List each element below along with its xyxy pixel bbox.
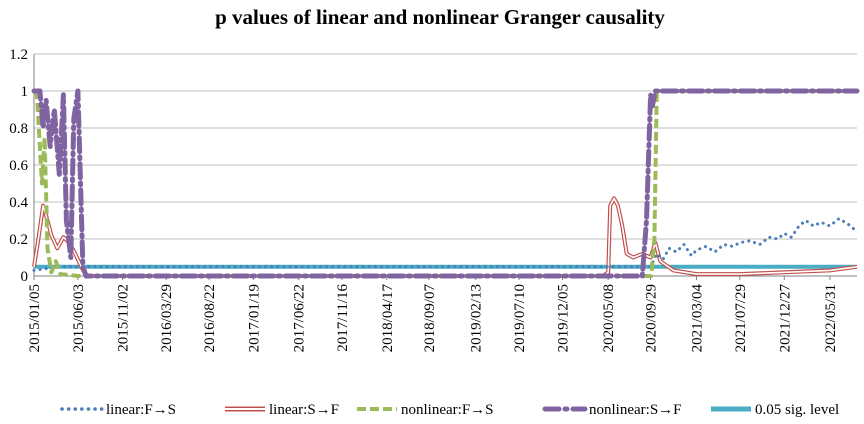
legend-label: linear:S→F — [269, 402, 339, 418]
y-tick-label: 0.2 — [9, 232, 28, 248]
legend-label: nonlinear:S→F — [589, 402, 682, 418]
x-tick-label: 2017/11/16 — [335, 284, 351, 352]
series-linear-s-f-line-inner — [33, 197, 858, 277]
x-tick-label: 2020/05/08 — [601, 284, 617, 352]
x-tick-label: 2021/07/29 — [733, 284, 749, 352]
y-tick-label: 0.4 — [9, 195, 28, 211]
x-tick-label: 2017/01/19 — [246, 284, 262, 352]
series-nonlinear-f-s-line — [32, 89, 857, 278]
x-tick-label: 2019/02/13 — [469, 284, 485, 352]
legend-item: nonlinear:F→S — [357, 402, 494, 418]
series-nonlinear-s-f-line — [31, 88, 860, 279]
y-tick-label: 1 — [21, 84, 29, 100]
x-tick-label: 2015/11/02 — [116, 284, 132, 352]
x-tick-label: 2019/12/05 — [556, 284, 572, 352]
x-tick-label: 2021/03/04 — [690, 284, 706, 353]
gridlines — [33, 53, 857, 277]
y-axis: 0 0.2 0.4 0.6 0.8 1 1.2 — [9, 47, 28, 285]
legend-item: linear:S→F — [225, 402, 339, 418]
x-tick-label: 2017/06/22 — [292, 284, 308, 352]
chart-title: p values of linear and nonlinear Granger… — [215, 5, 665, 29]
plot-area — [31, 88, 860, 279]
x-tick-label: 2018/04/17 — [380, 284, 396, 353]
y-tick-label: 0.8 — [9, 121, 28, 137]
x-tick-label: 2015/01/05 — [27, 284, 43, 352]
x-tick-label: 2019/07/10 — [512, 284, 528, 352]
x-tick-label: 2022/05/31 — [823, 284, 839, 352]
legend-item: linear:F→S — [60, 402, 176, 418]
x-tick-label: 2015/06/03 — [71, 284, 87, 352]
legend-item: nonlinear:S→F — [542, 402, 682, 418]
legend-label: 0.05 sig. level — [755, 402, 839, 418]
y-tick-label: 1.2 — [9, 47, 28, 63]
y-tick-label: 0 — [21, 269, 29, 285]
legend: linear:F→S linear:S→F nonlinear:F→S nonline… — [60, 402, 839, 418]
legend-label: nonlinear:F→S — [401, 402, 494, 418]
x-tick-label: 2016/08/22 — [202, 284, 218, 352]
x-axis: 2015/01/05 2015/06/03 2015/11/02 2016/03/29… — [27, 276, 839, 352]
x-tick-label: 2018/09/07 — [422, 284, 438, 353]
legend-item: 0.05 sig. level — [711, 402, 839, 418]
series-linear-f-s-line — [32, 217, 859, 272]
legend-label: linear:F→S — [106, 402, 176, 418]
x-tick-label: 2021/12/27 — [777, 284, 793, 353]
x-tick-label: 2016/03/29 — [159, 284, 175, 352]
series-linear-s-f-line — [32, 196, 858, 278]
x-tick-label: 2020/09/29 — [644, 284, 660, 352]
y-tick-label: 0.6 — [9, 158, 28, 174]
